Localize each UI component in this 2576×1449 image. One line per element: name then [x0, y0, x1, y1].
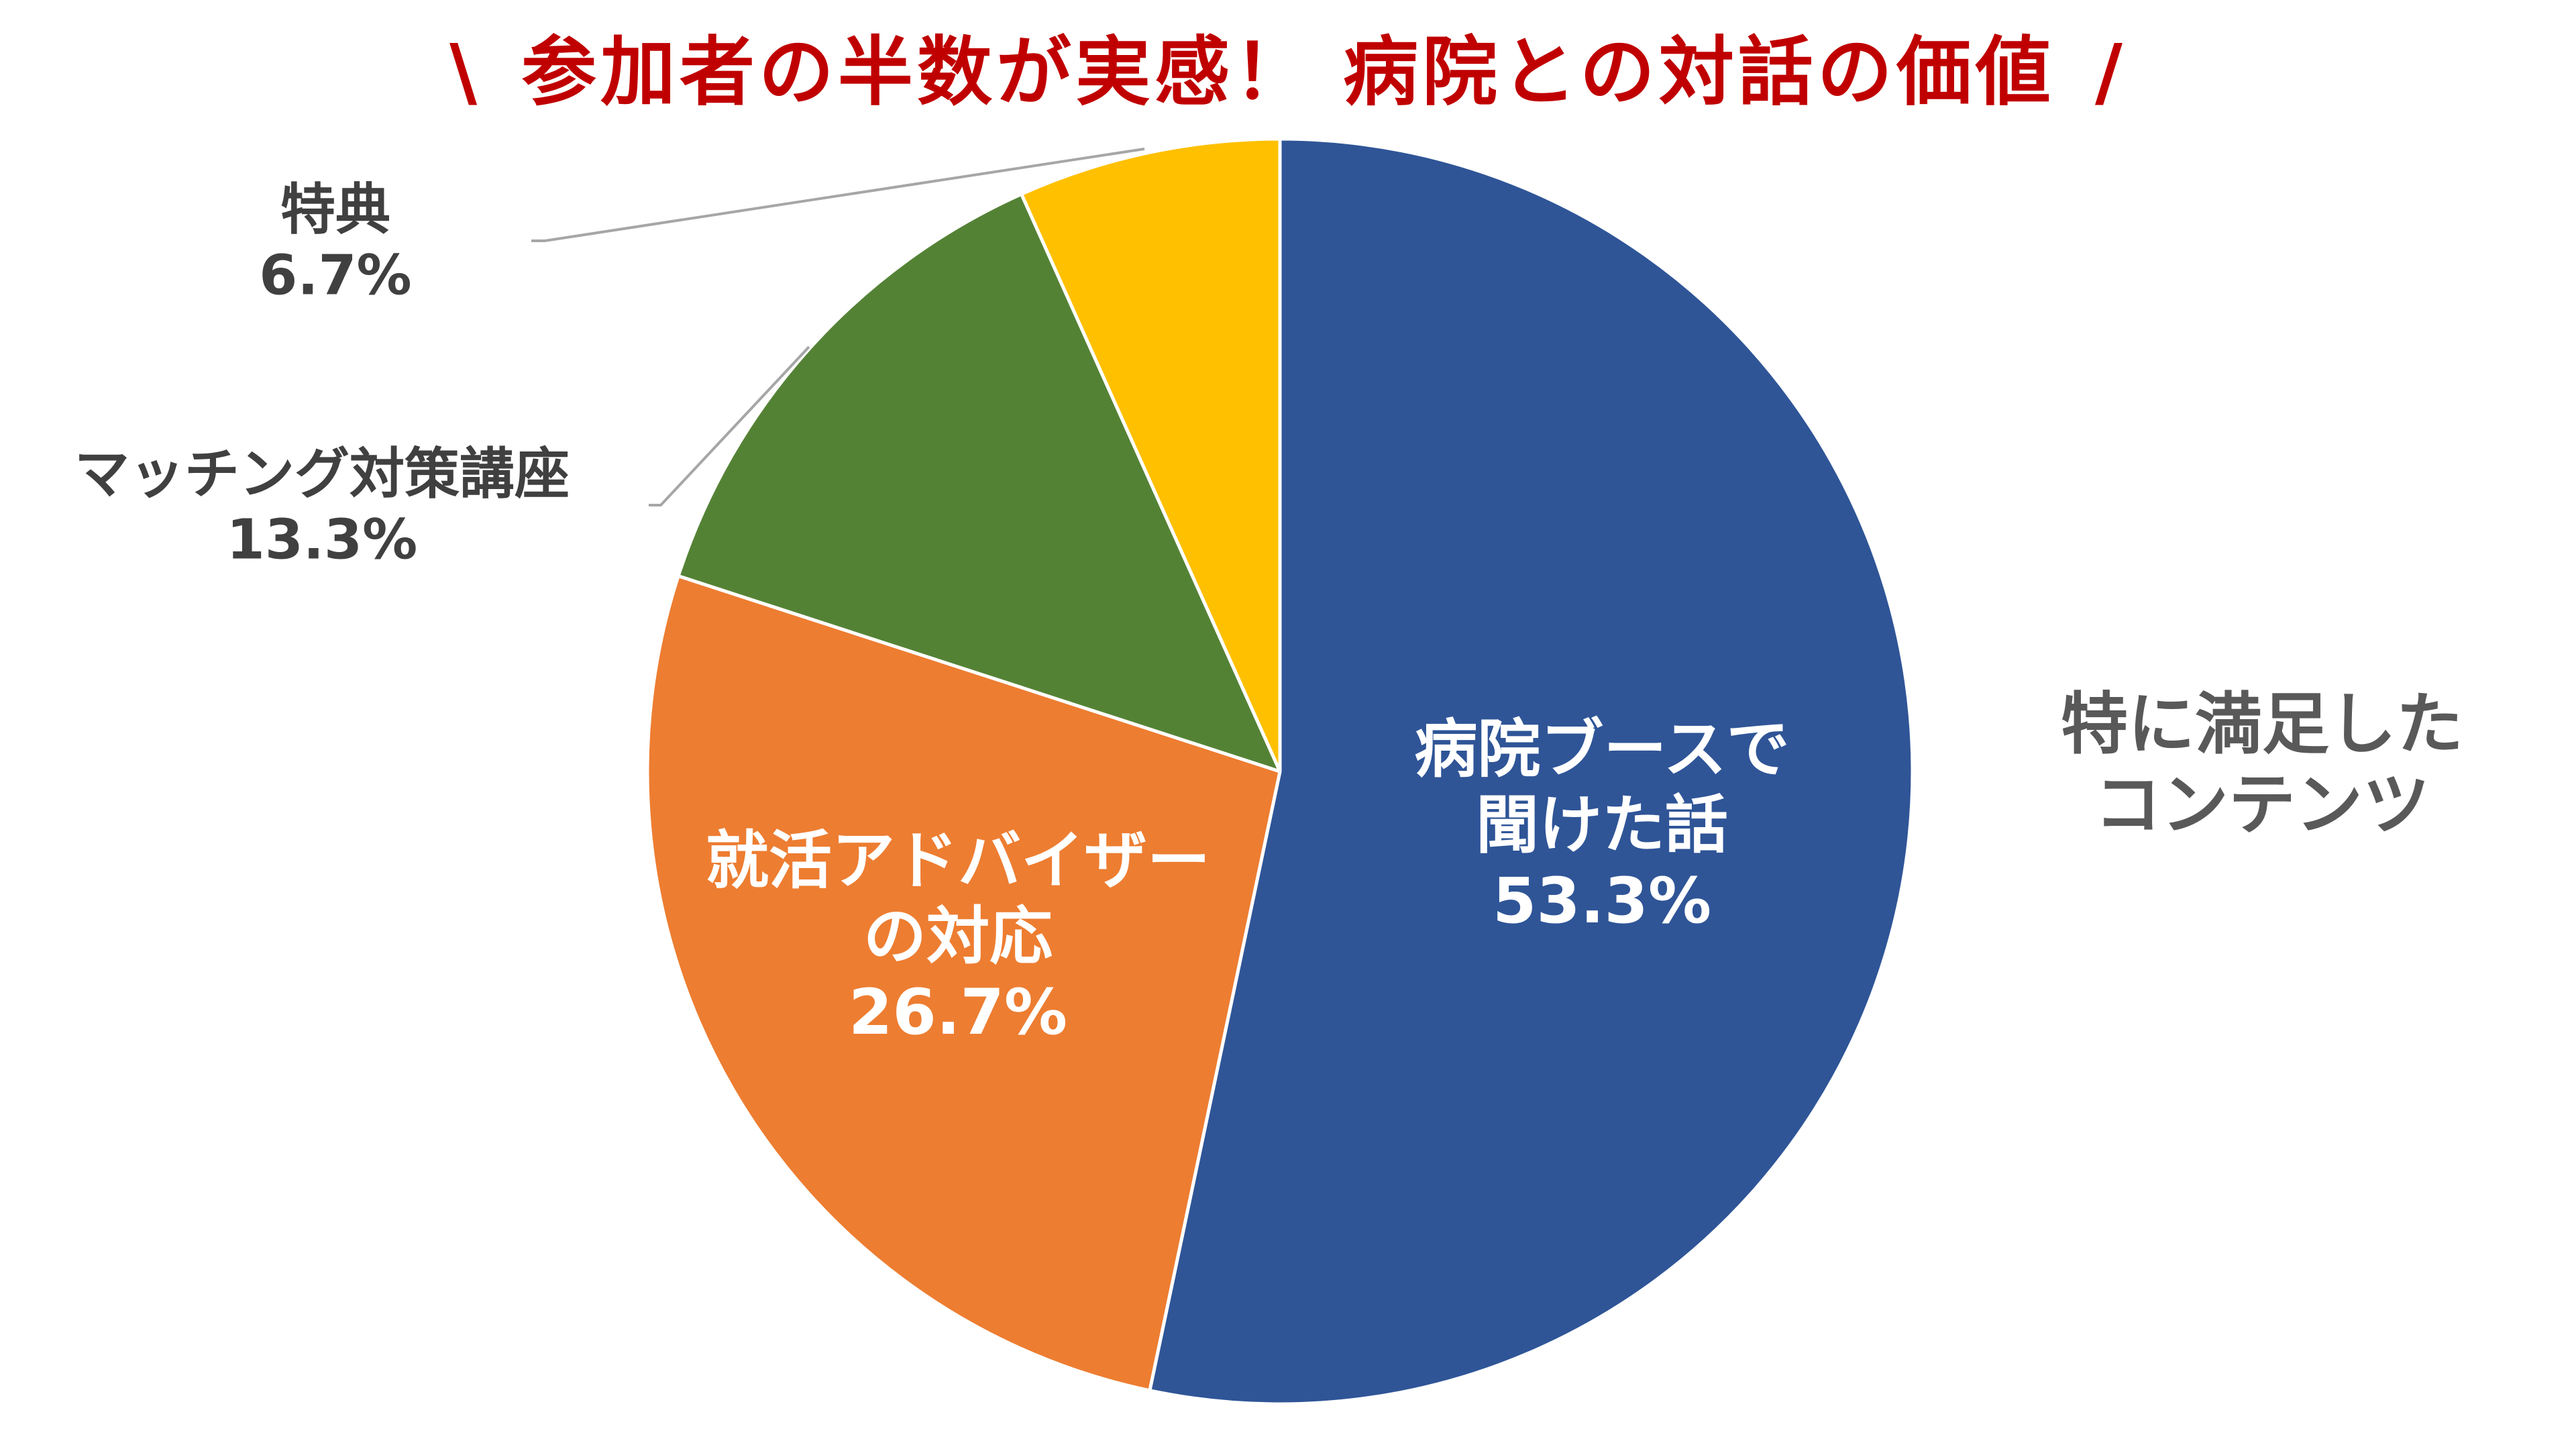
slice-matching [676, 192, 1282, 773]
label-advisor-line1: 就活アドバイザー [705, 824, 1211, 898]
label-hospital-booth-percent: 53.3% [1492, 864, 1712, 938]
title-left-mark: \ [449, 29, 482, 116]
label-advisor: 就活アドバイザー の対応 26.7% [706, 824, 1210, 1051]
label-advisor-line2: の対応 [863, 900, 1053, 973]
title-text: 参加者の半数が実感！ 病院との対話の価値 [521, 29, 2055, 116]
slice-hospital-booth [1148, 137, 1915, 1406]
label-hospital-booth: 病院ブースで 聞けた話 53.3% [1414, 712, 1789, 939]
label-hospital-booth-line2: 聞けた話 [1475, 788, 1728, 862]
side-caption-line1: 特に満足した [2061, 685, 2463, 763]
side-caption: 特に満足した コンテンツ [2061, 684, 2463, 845]
label-tokuten: 特典 6.7% [259, 178, 411, 310]
slice-tokuten [1020, 137, 1282, 773]
pie-slices [645, 137, 1915, 1406]
title-right-mark: / [2094, 29, 2127, 116]
label-advisor-percent: 26.7% [848, 975, 1068, 1049]
label-tokuten-name: 特典 [280, 178, 391, 242]
label-tokuten-percent: 6.7% [259, 244, 412, 308]
label-matching-percent: 13.3% [226, 508, 418, 572]
leader-line-tokuten [531, 148, 1145, 242]
label-matching: マッチング対策講座 13.3% [74, 442, 570, 574]
slice-advisor [645, 574, 1282, 1393]
label-matching-name: マッチング対策講座 [74, 442, 570, 506]
label-hospital-booth-line1: 病院ブースで [1414, 712, 1790, 786]
side-caption-line2: コンテンツ [2094, 765, 2430, 844]
chart-title: \ 参加者の半数が実感！ 病院との対話の価値 / [0, 25, 2576, 119]
leader-line-matching [649, 345, 810, 506]
